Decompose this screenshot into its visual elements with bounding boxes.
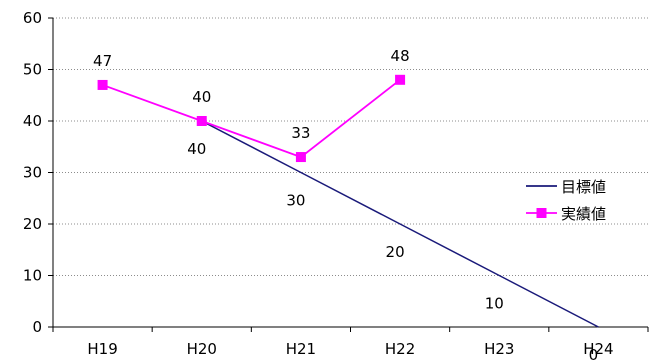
x-tick-label: H24 (583, 340, 613, 358)
x-tick-label: H22 (385, 340, 415, 358)
actual-series-line (102, 79, 401, 159)
y-tick-label: 0 (32, 318, 42, 336)
target-data-label: 40 (187, 140, 206, 158)
actual-data-label: 33 (291, 124, 310, 142)
y-tick-label: 50 (23, 61, 42, 79)
actual-point-marker (97, 79, 108, 90)
target-data-label: 20 (386, 243, 405, 261)
y-axis-ticks: 0 10 20 30 40 50 60 (23, 9, 53, 336)
actual-point-marker (196, 116, 207, 126)
y-tick-label: 40 (23, 112, 42, 130)
actual-data-label: 48 (391, 47, 410, 65)
target-data-label: 30 (286, 192, 305, 210)
target-data-label: 0 (589, 346, 599, 363)
data-labels: 40 30 20 10 0 47 40 33 48 (93, 47, 598, 363)
grid-lines (53, 17, 648, 276)
y-tick-label: 30 (23, 164, 42, 182)
legend-label: 目標値 (561, 178, 606, 196)
y-tick-label: 10 (23, 267, 42, 285)
x-axis-ticks: H19 H20 H21 H22 H23 H24 (52, 327, 649, 358)
x-tick-label: H19 (87, 340, 117, 358)
y-tick-label: 60 (23, 9, 42, 27)
x-tick-label: H23 (484, 340, 514, 358)
actual-data-label: 47 (93, 52, 112, 70)
actual-point-marker (395, 74, 406, 85)
actual-data-label: 40 (192, 88, 211, 106)
y-tick-label: 20 (23, 215, 42, 233)
legend-label: 実績値 (561, 205, 606, 223)
actual-point-marker (295, 152, 306, 163)
target-series-line (201, 120, 599, 328)
x-tick-label: H21 (286, 340, 316, 358)
legend-marker (536, 208, 547, 218)
x-tick-label: H20 (187, 340, 217, 358)
series-layer (97, 74, 599, 328)
target-data-label: 10 (485, 295, 504, 313)
